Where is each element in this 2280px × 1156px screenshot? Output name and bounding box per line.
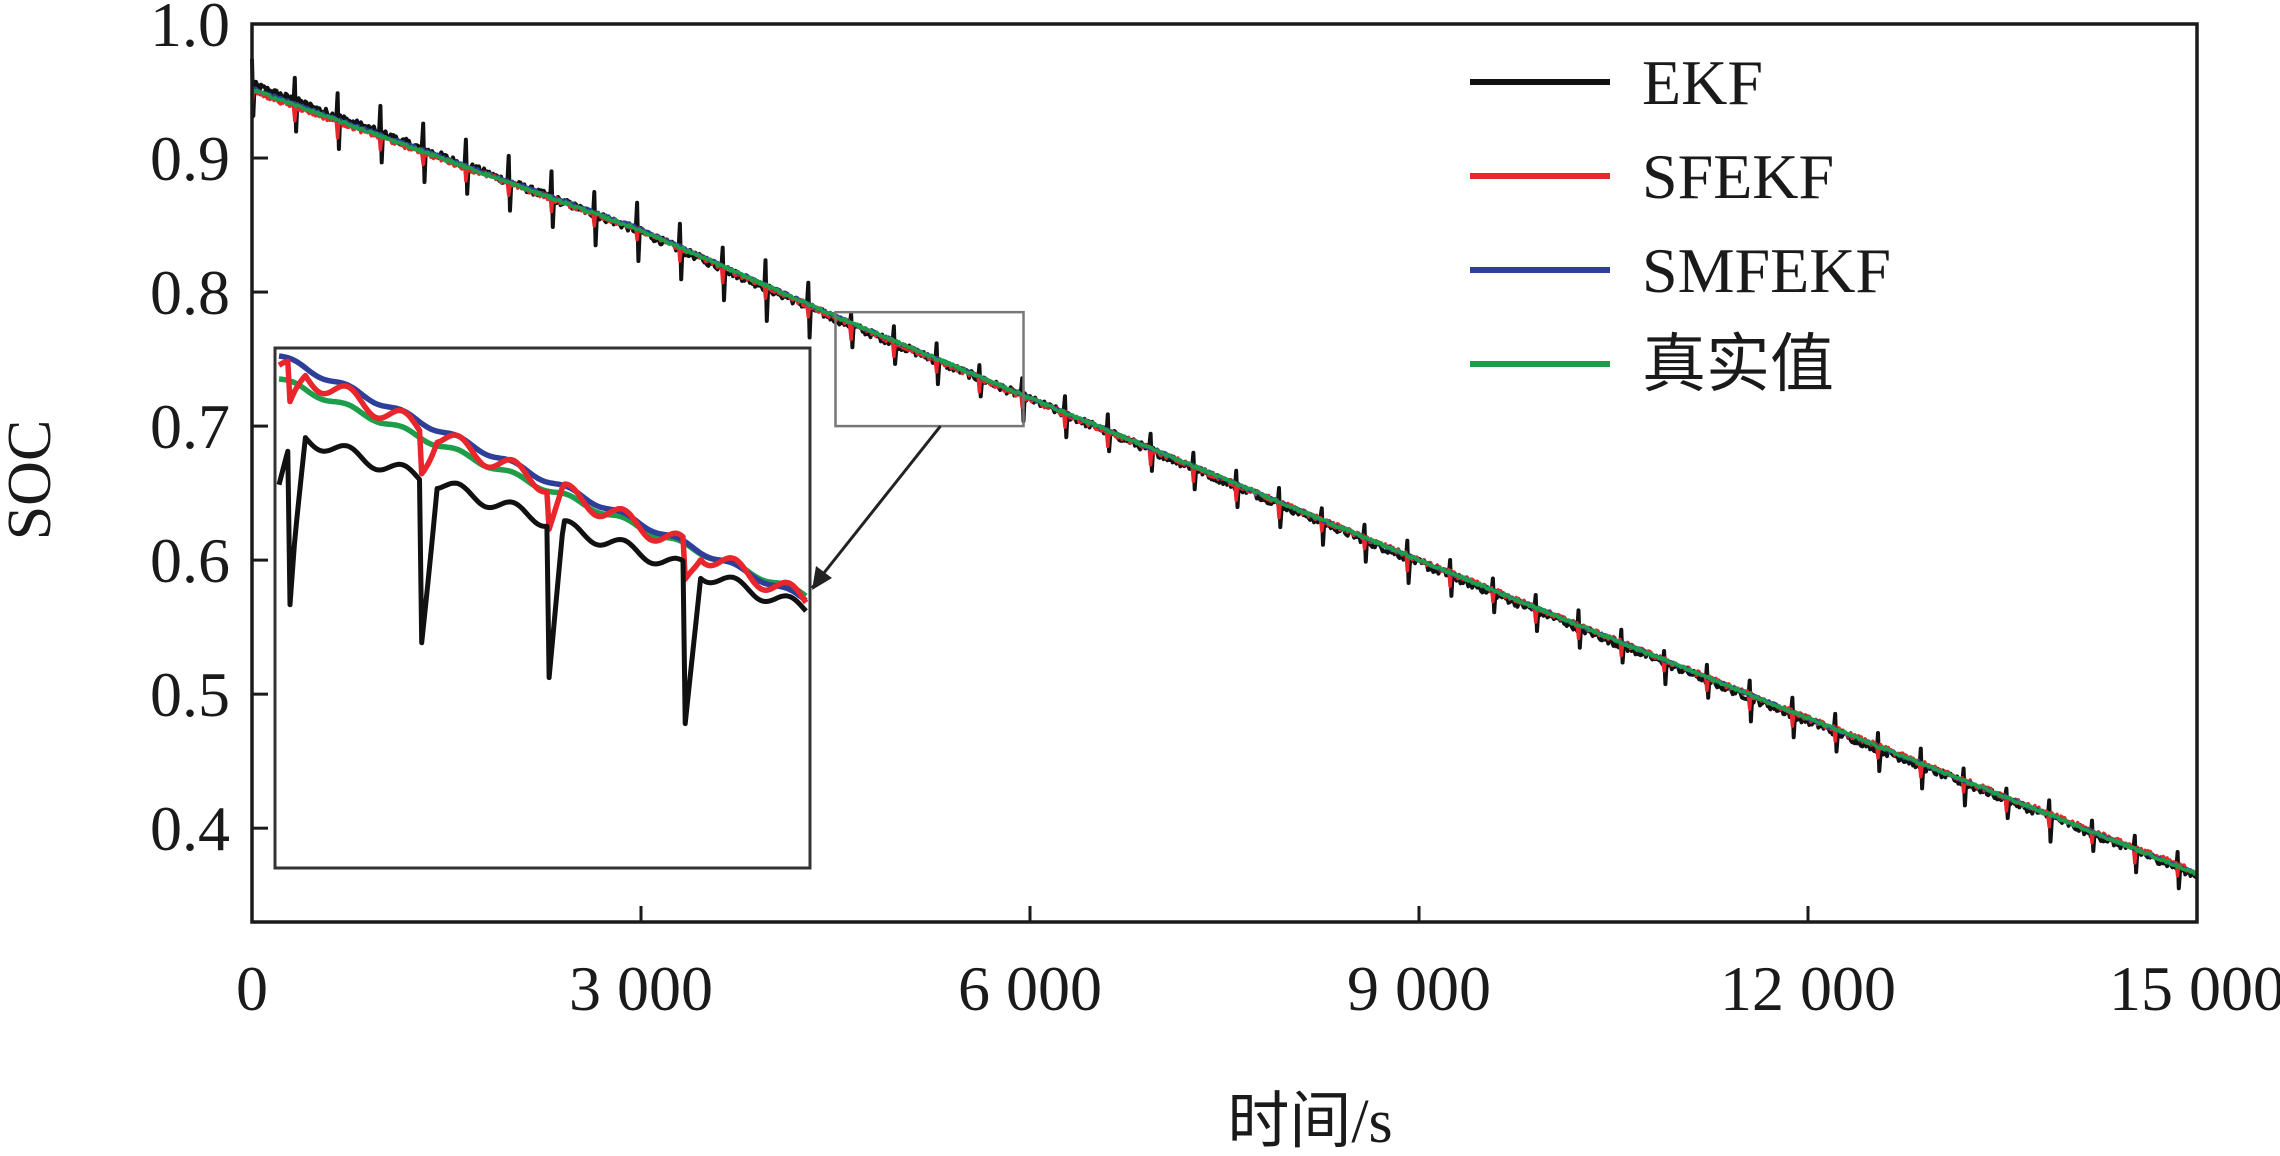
legend-label: SMFEKF <box>1642 235 1891 306</box>
y-tick-label: 0.6 <box>150 525 230 596</box>
y-tick-label: 1.0 <box>150 0 230 60</box>
legend: EKF SFEKF SMFEKF 真实值 <box>1470 47 1891 400</box>
x-tick-label: 9 000 <box>1347 953 1491 1024</box>
series-line-4 <box>250 88 2199 876</box>
axes: 0 3 000 6 000 9 000 12 000 15 000 0.4 0.5 0.6 0.7… <box>150 0 2280 1024</box>
x-axis-title: 时间/s <box>1227 1088 1392 1156</box>
plot-lines <box>250 58 2199 891</box>
x-tick-label: 3 000 <box>569 953 713 1024</box>
y-axis-title: SOC <box>0 420 64 541</box>
inset-line-2 <box>277 358 809 605</box>
y-tick-label: 0.8 <box>150 257 230 328</box>
y-tick-label: 0.4 <box>150 793 230 864</box>
inset-line-1 <box>276 435 808 727</box>
x-tick-label: 6 000 <box>958 953 1102 1024</box>
x-tick-label: 0 <box>236 953 268 1024</box>
inset-arrow-line <box>810 425 942 589</box>
y-tick-label: 0.9 <box>150 123 230 194</box>
y-tick-label: 0.5 <box>150 659 230 730</box>
legend-label: 真实值 <box>1642 329 1834 400</box>
y-tick-label: 0.7 <box>150 391 230 462</box>
x-tick-label: 12 000 <box>1720 953 1896 1024</box>
x-tick-label: 15 000 <box>2109 953 2280 1024</box>
inset-arrow-head <box>812 566 832 590</box>
legend-label: SFEKF <box>1642 141 1834 212</box>
legend-label: EKF <box>1642 47 1763 118</box>
inset-frame <box>273 346 812 870</box>
plot-frame <box>250 22 2199 924</box>
zoom-rect <box>834 310 1025 428</box>
inset-line-3 <box>278 353 808 603</box>
inset-zoom-panel <box>273 346 942 870</box>
zoom-region-box <box>834 310 1025 428</box>
